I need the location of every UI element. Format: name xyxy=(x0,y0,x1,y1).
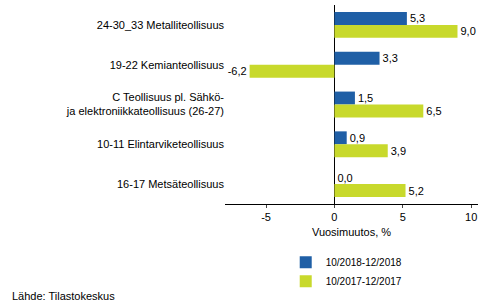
svg-text:3,3: 3,3 xyxy=(383,52,398,64)
svg-text:10-11 Elintarviketeollisuus: 10-11 Elintarviketeollisuus xyxy=(97,138,224,150)
svg-text:-6,2: -6,2 xyxy=(228,65,247,77)
svg-text:10/2017-12/2017: 10/2017-12/2017 xyxy=(326,276,402,287)
svg-text:16-17 Metsäteollisuus: 16-17 Metsäteollisuus xyxy=(117,178,225,190)
svg-text:-5: -5 xyxy=(261,211,271,223)
svg-text:0,0: 0,0 xyxy=(337,172,352,184)
svg-text:10: 10 xyxy=(465,211,477,223)
svg-text:5,2: 5,2 xyxy=(409,185,424,197)
svg-text:9,0: 9,0 xyxy=(460,25,475,37)
svg-text:10/2018-12/2018: 10/2018-12/2018 xyxy=(326,257,402,268)
svg-text:Lähde: Tilastokeskus: Lähde: Tilastokeskus xyxy=(12,290,115,302)
svg-text:0: 0 xyxy=(331,211,337,223)
svg-text:6,5: 6,5 xyxy=(426,105,441,117)
svg-text:0,9: 0,9 xyxy=(350,132,365,144)
svg-text:5: 5 xyxy=(400,211,406,223)
svg-text:24-30_33 Metalliteollisuus: 24-30_33 Metalliteollisuus xyxy=(97,19,225,31)
svg-text:5,3: 5,3 xyxy=(410,12,425,24)
svg-text:C Teollisuus pl. Sähkö-ja elek: C Teollisuus pl. Sähkö-ja elektroniikkat… xyxy=(66,91,224,117)
svg-text:19-22 Kemianteollisuus: 19-22 Kemianteollisuus xyxy=(110,59,225,71)
svg-text:3,9: 3,9 xyxy=(391,145,406,157)
svg-text:Vuosimuutos, %: Vuosimuutos, % xyxy=(312,226,391,238)
svg-text:1,5: 1,5 xyxy=(358,92,373,104)
